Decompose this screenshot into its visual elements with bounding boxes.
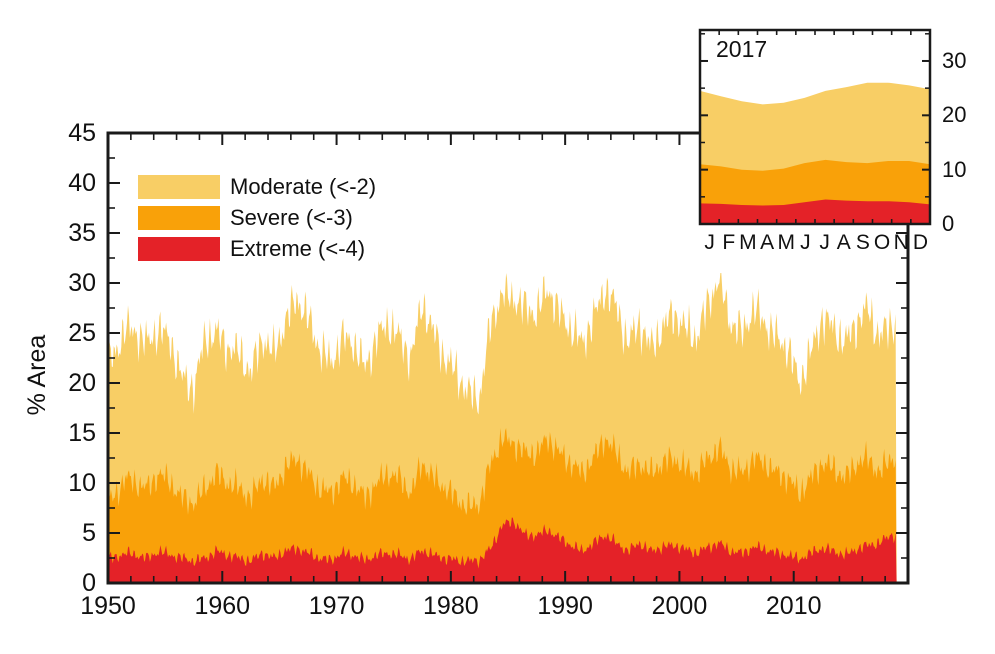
inset-month-label: M [739,231,757,254]
y-axis-tick-label: 5 [82,519,96,547]
x-axis-tick-label: 1950 [80,592,136,620]
inset-y-tick-label: 10 [942,156,967,182]
main-area-severe [108,428,897,583]
main-area-extreme [108,517,897,583]
x-axis-tick-label: 1990 [537,592,593,620]
y-axis-tick-label: 30 [68,269,96,297]
inset-y-tick-label: 20 [942,102,967,128]
legend: Moderate (<-2) Severe (<-3) Extreme (<-4… [138,175,376,268]
inset-month-label: A [760,231,775,254]
y-axis-tick-label: 10 [68,469,96,497]
x-axis-tick-label: 1960 [194,592,251,620]
inset-y-tick-label: 30 [942,47,967,73]
legend-item-severe: Severe (<-3) [138,206,376,230]
legend-label-extreme: Extreme (<-4) [230,236,366,261]
legend-swatch-moderate [138,175,220,199]
inset-month-label: D [912,231,928,254]
x-axis-tick-label: 2000 [651,592,708,620]
y-axis-tick-label: 35 [68,219,96,247]
inset-axes-frame [698,28,932,226]
y-axis-tick-label: 45 [68,119,96,147]
y-axis-tick-label: 25 [68,319,96,347]
inset-month-label: J [800,231,811,254]
inset-month-label: S [855,231,870,254]
x-axis-tick-label: 2010 [765,592,822,620]
inset-month-label: J [819,231,830,254]
inset-y-tick-label: 0 [942,211,955,236]
inset-month-label: M [777,231,796,254]
inset-month-label: J [704,231,715,254]
legend-item-extreme: Extreme (<-4) [138,237,376,261]
legend-swatch-severe [138,206,220,230]
x-axis-tick-label: 1970 [308,592,365,620]
legend-swatch-extreme [138,237,220,261]
y-axis-tick-label: 15 [68,419,96,447]
legend-label-severe: Severe (<-3) [230,205,353,230]
main-axes-frame [106,131,910,585]
inset-month-label: A [836,231,851,254]
inset-year-label: 2017 [716,36,768,62]
inset-area-extreme [700,199,930,224]
y-axis-tick-label: 0 [82,569,96,597]
inset-month-label: F [722,231,736,254]
y-axis-tick-label: 40 [68,169,96,197]
legend-item-moderate: Moderate (<-2) [138,175,376,199]
inset-month-label: O [873,231,891,254]
legend-label-moderate: Moderate (<-2) [230,174,377,199]
y-axis-tick-label: 20 [68,369,96,397]
inset-month-label: N [893,231,909,254]
x-axis-tick-label: 1980 [423,592,479,620]
